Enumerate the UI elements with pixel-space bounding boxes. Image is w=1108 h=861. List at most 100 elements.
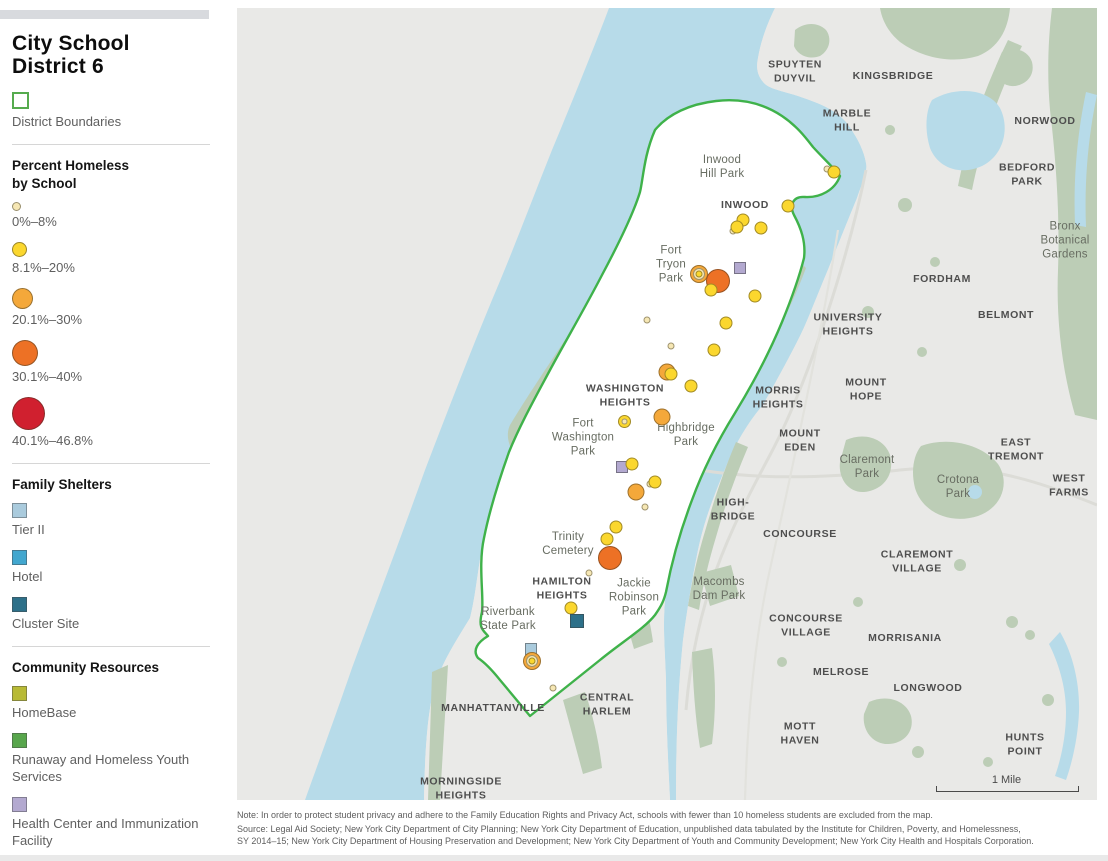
map-overlay: SPUYTEN DUYVIL KINGSBRIDGE MARBLE HILL NORW… [237,8,1097,800]
marker-pct_8_20 [754,221,768,235]
marker-pct_0_8 [643,316,651,324]
marker-pct_0_8 [667,342,675,350]
marker-pct_8_20 [648,475,662,489]
neighborhood-label: BELMONT [977,309,1035,322]
legend-item: HomeBase [12,686,218,722]
scale-bar [936,786,1079,792]
neighborhood-label: UNIVERSITY HEIGHTS [813,311,883,337]
neighborhood-label: MORNINGSIDE HEIGHTS [420,775,502,800]
marker-pct_8_20 [609,520,623,534]
neighborhood-label: FORDHAM [913,273,971,286]
map-base [237,8,1097,800]
legend-item-label: 20.1%–30% [12,311,83,327]
legend-circle-swatch [12,396,45,430]
park-label: Riverbank State Park [480,606,536,632]
neighborhood-label: CONCOURSE VILLAGE [769,612,843,638]
park-label: Highbridge Park [657,422,715,448]
legend-item-label: 0%–8% [12,214,57,230]
neighborhood-label: MARBLE HILL [822,107,872,133]
legend-item-label: 30.1%–40% [12,368,83,384]
neighborhood-label: BEDFORD PARK [998,161,1056,187]
neighborhood-label: KINGSBRIDGE [852,70,934,83]
legend-divider [12,462,210,464]
marker-pct_rings [523,652,541,670]
marker-pct_0_8 [549,684,557,692]
marker-pct_8_20 [707,343,721,357]
neighborhood-label: SPUYTEN DUYVIL [768,58,822,84]
park-label: Trinity Cemetery [542,531,594,557]
legend-item-label: HomeBase [12,705,77,721]
legend-shelter-items: Tier II Hotel Cluster Site [12,503,218,633]
legend-item: Hotel [12,550,218,586]
park-label: Fort Washington Park [551,417,615,457]
marker-pct_8_20 [719,316,733,330]
marker-pct_0_8 [641,503,649,511]
legend-item-label: Tier II [12,522,45,538]
park-label: Inwood Hill Park [699,154,745,180]
legend-sidebar: City School District 6 District Boundari… [12,24,218,861]
neighborhood-label: INWOOD [721,199,769,212]
park-label: Crotona Park [936,474,980,500]
top-scroll-bar [0,10,209,19]
marker-ring [528,657,536,665]
neighborhood-label: CLAREMONT VILLAGE [880,548,954,574]
legend-item-label: Runaway and Homeless Youth Services [12,752,190,785]
legend-item: 20.1%–30% [12,287,218,329]
marker-pct_ring_sm [617,414,631,428]
district-boundary-swatch [12,92,29,110]
legend-item: 30.1%–40% [12,339,218,386]
legend-item: 40.1%–46.8% [12,396,218,450]
marker-pct_8_20 [600,532,614,546]
marker-shelter_cluster [570,614,584,628]
marker-pct_8_20 [827,165,841,179]
neighborhood-label: HAMILTON HEIGHTS [532,575,592,601]
park-label: Fort Tryon Park [656,244,686,284]
legend-square-swatch [12,686,27,702]
legend-square-swatch [12,596,27,612]
source-line-1: Source: Legal Aid Society; New York City… [237,824,1021,834]
marker-pct_0_8 [585,569,593,577]
marker-pct_8_20 [684,379,698,393]
legend-item-label: Health Center and Immunization Facility [12,816,199,848]
legend-heading-resources: Community Resources [12,659,160,675]
legend-square-swatch [12,733,27,749]
marker-pct_20_30 [653,408,671,426]
neighborhood-label: MORRIS HEIGHTS [752,384,804,410]
district-boundary-label: District Boundaries [12,114,122,130]
park-label: Jackie Robinson Park [608,577,660,617]
neighborhood-label: CONCOURSE [763,528,837,541]
legend-square-swatch [12,503,27,519]
neighborhood-label: HUNTS POINT [1005,731,1045,757]
legend-item: Runaway and Homeless Youth Services [12,733,218,786]
park-label: Claremont Park [839,454,895,480]
marker-pct_8_20 [564,601,578,615]
legend-circle-swatch [12,287,33,309]
park-label: Macombs Dam Park [692,576,746,602]
legend-item: Health Center and Immunization Facility [12,797,218,850]
marker-pct_20_30 [627,483,645,501]
marker-ring [695,270,703,278]
legend-circle-swatch [12,242,27,258]
marker-resource_health [734,262,746,274]
park-label: Bronx Botanical Gardens [1040,220,1090,260]
neighborhood-label: MANHATTANVILLE [441,702,545,715]
page-title: City School District 6 [12,32,130,79]
marker-ring [621,418,627,424]
legend-item-label: Cluster Site [12,615,80,631]
privacy-note: Note: In order to protect student privac… [237,810,933,820]
legend-homeless-items: 0%–8% 8.1%–20% 20.1%–30% 30.1%–40% 40.1%–46.… [12,202,218,449]
legend-square-swatch [12,550,27,566]
marker-pct_8_20 [625,457,639,471]
legend-square-swatch [12,797,27,813]
marker-pct_8_20 [704,283,718,297]
source-note: Source: Legal Aid Society; New York City… [237,823,1103,847]
marker-pct_30_40 [598,546,622,570]
legend-divider [12,645,210,647]
legend-item-label: 8.1%–20% [12,260,75,276]
legend-item: 0%–8% [12,202,218,231]
legend-resource-items: HomeBase Runaway and Homeless Youth Servi… [12,686,218,849]
legend-circle-swatch [12,339,38,366]
legend-heading-homeless: Percent Homeless by School [12,158,130,191]
marker-pct_rings [690,265,708,283]
neighborhood-label: MOTT HAVEN [780,720,820,746]
